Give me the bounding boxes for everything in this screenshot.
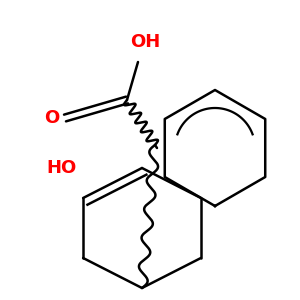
Text: O: O	[44, 109, 60, 127]
Text: HO: HO	[47, 159, 77, 177]
Text: OH: OH	[130, 33, 160, 51]
